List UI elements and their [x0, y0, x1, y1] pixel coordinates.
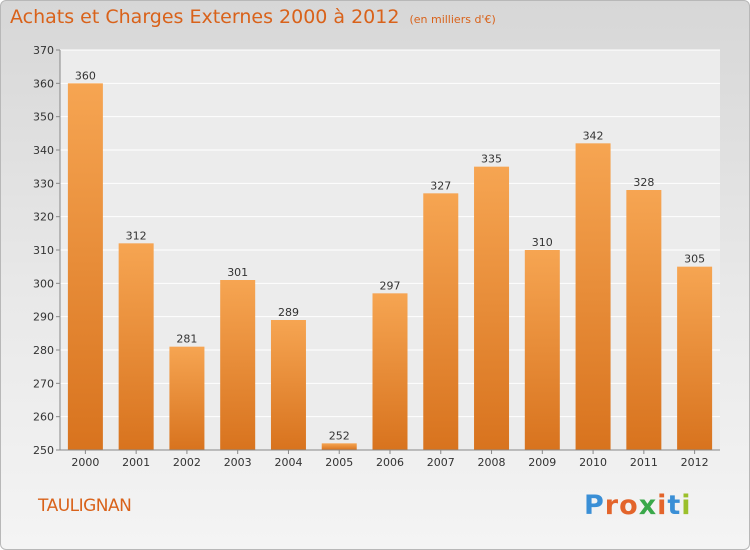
proxiti-logo[interactable]: Proxiti	[584, 490, 692, 521]
value-label: 289	[278, 306, 299, 319]
y-tick-label: 250	[33, 444, 54, 457]
value-label: 327	[430, 179, 451, 192]
x-tick-label: 2006	[376, 456, 404, 469]
x-tick-label: 2002	[173, 456, 201, 469]
x-tick-label: 2011	[630, 456, 658, 469]
bar-2000	[67, 83, 103, 450]
y-tick-label: 270	[33, 377, 54, 390]
value-label: 312	[126, 229, 147, 242]
y-tick-label: 280	[33, 344, 54, 357]
chart-unit: (en milliers d'€)	[409, 13, 496, 26]
x-tick-label: 2003	[224, 456, 252, 469]
chart-title-text: Achats et Charges Externes 2000 à 2012	[10, 6, 400, 28]
y-tick-label: 260	[33, 411, 54, 424]
bar-2003	[220, 280, 256, 450]
value-label: 305	[684, 253, 705, 266]
bars: 360 312 281 301 289 252 297 327 335 310 342 328 305	[67, 69, 713, 451]
value-label: 310	[532, 236, 553, 249]
value-label: 328	[633, 176, 654, 189]
x-tick-label: 2008	[478, 456, 506, 469]
chart-title: Achats et Charges Externes 2000 à 2012 (e…	[10, 6, 496, 28]
logo-letter: o	[619, 490, 639, 521]
x-tick-label: 2009	[528, 456, 556, 469]
logo-letter: i	[657, 490, 668, 521]
y-axis: 250 260 270 280 290 300 310 320 330 340 350 360 370	[33, 44, 61, 457]
x-tick-label: 2005	[325, 456, 353, 469]
x-tick-label: 2010	[579, 456, 607, 469]
bar-2002	[169, 346, 205, 450]
bar-2012	[677, 266, 713, 450]
bar-2009	[524, 250, 560, 450]
x-tick-label: 2012	[681, 456, 709, 469]
y-tick-label: 310	[33, 244, 54, 257]
value-label: 335	[481, 153, 502, 166]
y-tick-label: 330	[33, 177, 54, 190]
bar-2001	[118, 243, 154, 450]
value-label: 342	[583, 129, 604, 142]
logo-letter: P	[584, 490, 605, 521]
bar-2005	[321, 443, 357, 450]
bar-2004	[270, 320, 306, 450]
value-label: 252	[329, 429, 350, 442]
value-label: 301	[227, 266, 248, 279]
y-tick-label: 340	[33, 144, 54, 157]
x-axis: 2000 2001 2002 2003 2004 2005 2006 2007 2008 2009…	[60, 449, 720, 469]
y-tick-label: 350	[33, 111, 54, 124]
bar-2007	[423, 193, 459, 451]
y-tick-label: 290	[33, 311, 54, 324]
logo-letter: x	[638, 490, 658, 521]
logo-letter: i	[681, 490, 692, 521]
x-tick-label: 2000	[71, 456, 99, 469]
logo-letter: t	[667, 490, 682, 521]
y-tick-label: 370	[33, 44, 54, 57]
logo-letter: r	[604, 490, 620, 521]
bar-2008	[474, 166, 510, 450]
city-name: TAULIGNAN	[38, 496, 132, 516]
y-tick-label: 300	[33, 277, 54, 290]
bar-2010	[575, 143, 611, 451]
value-label: 297	[380, 279, 401, 292]
bar-2006	[372, 293, 408, 450]
bar-2011	[626, 190, 662, 450]
value-label: 360	[75, 69, 96, 82]
x-tick-label: 2004	[274, 456, 302, 469]
x-tick-label: 2007	[427, 456, 455, 469]
y-tick-label: 360	[33, 77, 54, 90]
value-label: 281	[176, 333, 197, 346]
y-tick-label: 320	[33, 211, 54, 224]
x-tick-label: 2001	[122, 456, 150, 469]
